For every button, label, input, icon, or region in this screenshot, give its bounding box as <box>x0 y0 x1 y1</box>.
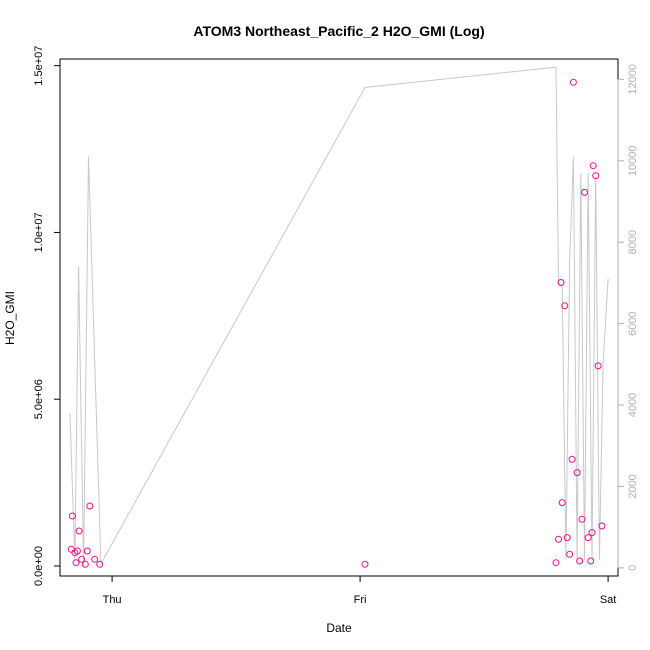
right-tick-label: 6000 <box>627 311 639 335</box>
data-point <box>73 547 81 555</box>
data-point <box>558 499 566 507</box>
data-point <box>584 534 592 542</box>
data-point <box>83 547 91 555</box>
left-axis: 0.0e+00 5.0e+06 1.0e+07 1.5e+07 <box>33 46 61 586</box>
data-point <box>569 78 577 86</box>
x-axis-label: Date <box>326 621 352 635</box>
y-axis-label: H2O_GMI <box>3 291 17 345</box>
right-tick-label: 10000 <box>627 145 639 176</box>
series-points-layer <box>67 78 606 568</box>
data-point <box>589 162 597 170</box>
data-point <box>594 362 602 370</box>
series-line <box>69 66 609 566</box>
data-point <box>557 279 565 286</box>
bottom-tick-label: Fri <box>354 594 367 606</box>
right-tick-label: 4000 <box>627 393 639 417</box>
data-point <box>588 529 596 537</box>
data-point <box>72 559 80 567</box>
right-tick-label: 8000 <box>627 230 639 254</box>
right-tick-label: 12000 <box>627 64 639 95</box>
data-point <box>592 172 600 180</box>
data-point <box>552 559 560 567</box>
data-point <box>555 535 562 543</box>
right-tick-label: 2000 <box>627 474 639 498</box>
chart-title: ATOM3 Northeast_Pacific_2 H2O_GMI (Log) <box>193 23 484 39</box>
data-point <box>563 534 571 542</box>
left-tick-label: 1.0e+07 <box>33 212 45 252</box>
data-point <box>86 502 94 510</box>
data-point <box>573 469 581 477</box>
data-point <box>361 560 369 568</box>
bottom-tick-label: Sat <box>600 594 617 606</box>
left-tick-label: 1.5e+07 <box>33 46 45 86</box>
data-point <box>67 545 75 553</box>
right-tick-label: 0 <box>627 565 639 571</box>
series-line-layer <box>69 66 609 566</box>
data-point <box>568 455 576 463</box>
data-point <box>566 550 574 558</box>
data-point <box>598 522 606 530</box>
data-point <box>81 560 89 568</box>
data-point <box>96 560 104 568</box>
data-point <box>78 555 86 563</box>
data-point <box>68 512 76 520</box>
data-point <box>587 557 595 565</box>
bottom-axis: Thu Fri Sat <box>103 575 617 606</box>
data-point <box>581 188 588 196</box>
plot-frame <box>59 58 619 577</box>
data-point <box>91 555 99 563</box>
data-point <box>576 557 584 565</box>
data-point <box>75 527 83 535</box>
right-axis: 0 2000 4000 6000 8000 10000 12000 <box>617 64 639 571</box>
data-point <box>561 302 569 310</box>
bottom-tick-label: Thu <box>103 594 122 606</box>
data-point <box>578 515 586 523</box>
left-tick-label: 0.0e+00 <box>33 546 45 586</box>
left-tick-label: 5.0e+06 <box>33 379 45 419</box>
